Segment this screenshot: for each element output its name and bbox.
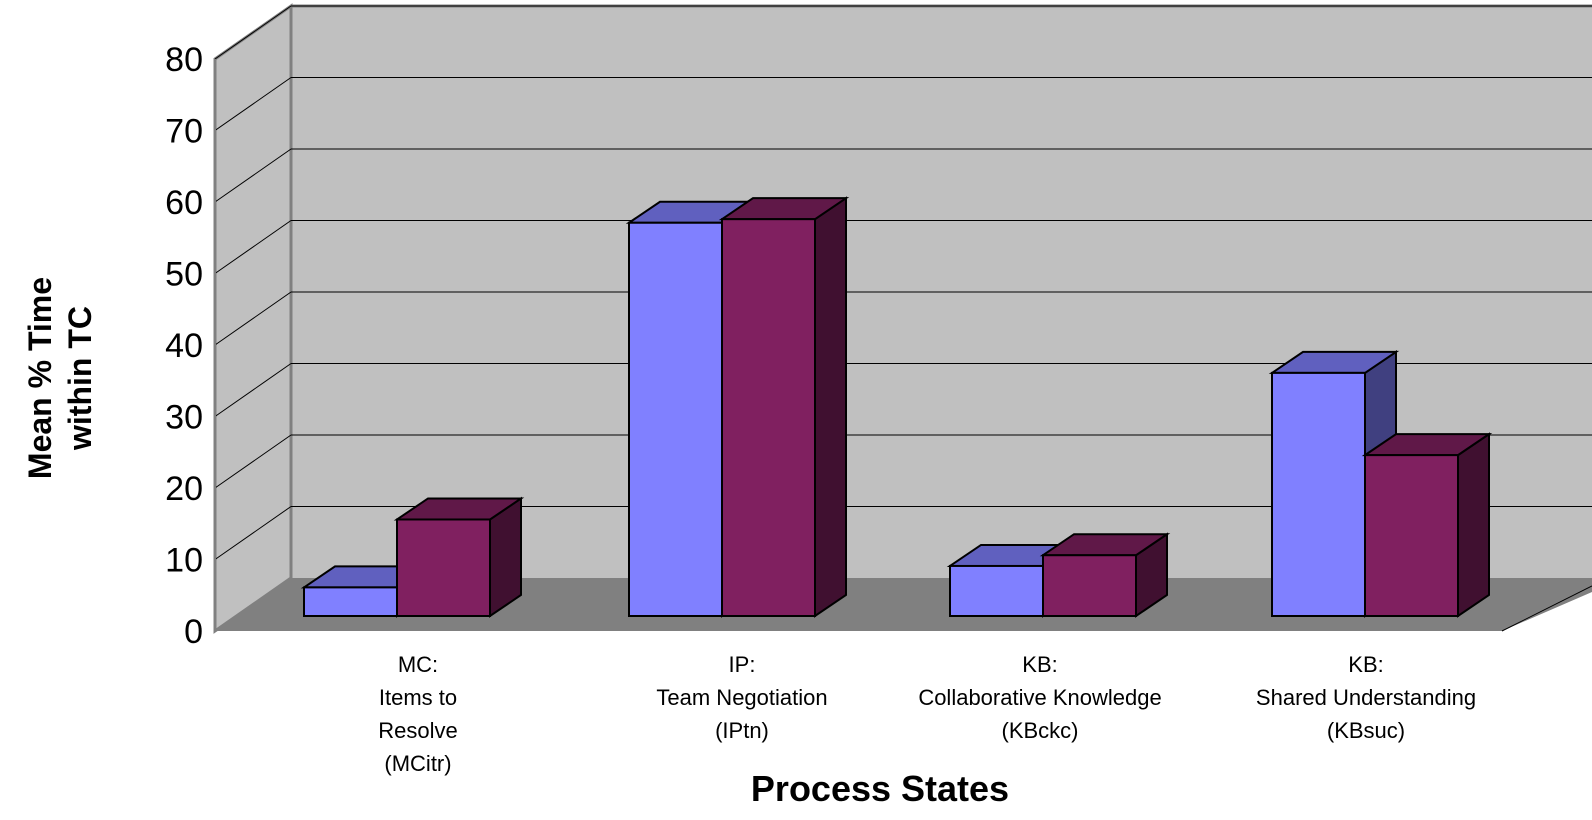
y-tick-label: 20 [165,470,203,508]
gridline-side-20 [214,434,292,489]
bar-front [1271,371,1366,617]
x-tick-label-line: (MCitr) [384,751,452,776]
gridline-side-60 [214,148,292,203]
x-axis-title: Process States [750,768,1010,809]
bar-front [396,518,491,617]
bar-side [1457,432,1490,618]
y-tick-label: 70 [165,113,203,151]
x-tick-label-line: (IPtn) [715,718,769,743]
x-tick-label-line: KB: [1022,652,1058,677]
x-tick-label: KB: Collaborative Knowledge (KBckc) [880,648,1200,747]
x-tick-label-line: Collaborative Knowledge [918,685,1162,710]
y-tick-label: 50 [165,256,203,294]
floor-edge [1501,585,1592,632]
x-tick-label-line: Team Negotiation [656,685,828,710]
gridline-side-30 [214,363,292,417]
y-tick-label: 30 [165,399,203,437]
gridline-side-10 [214,506,292,560]
x-tick-label: IP: Team Negotiation (IPtn) [582,648,902,747]
bar-front [1042,554,1137,617]
gridline-side-40 [214,291,292,346]
gridline-side-50 [214,220,292,274]
y-tick-label: 10 [165,542,203,580]
bar-side [814,196,847,618]
x-tick-label: MC: Items to Resolve (MCitr) [258,648,578,780]
x-tick-label: KB: Shared Understanding (KBsuc) [1206,648,1526,747]
gridline-side-70 [214,77,292,131]
x-tick-label-line: Resolve [378,718,458,743]
x-tick-label-line: (KBsuc) [1326,718,1406,743]
x-tick-label-line: (KBckc) [1001,718,1079,743]
y-axis-title-line-1: Mean % Time [22,276,58,480]
bar [1361,432,1493,618]
x-tick-label-line: KB: [1348,652,1384,677]
bar-front [303,586,398,618]
x-tick-label-line: Items to [378,685,458,710]
gridline-side-80 [214,5,292,60]
x-tick-label-line: IP: [728,652,756,677]
floor [215,578,1592,631]
bar [1039,532,1171,618]
y-axis-ticks: 0 10 20 30 40 50 60 70 80 [165,41,203,651]
bar-front [1364,454,1459,617]
y-tick-label: 60 [165,184,203,222]
y-axis-title-line-2: within TC [62,306,98,450]
y-tick-label: 40 [165,327,203,365]
bar-front [949,564,1044,618]
y-tick-label: 0 [184,613,203,651]
bar-front [721,218,816,618]
y-tick-label: 80 [165,41,203,79]
bar-front [628,221,723,617]
x-tick-label-line: MC: [397,652,439,677]
y-axis-title: Mean % Time within TC [12,250,108,506]
x-tick-label-line: Shared Understanding [1255,685,1477,710]
bar [393,496,525,618]
bar [718,196,850,618]
bars [300,196,1493,618]
